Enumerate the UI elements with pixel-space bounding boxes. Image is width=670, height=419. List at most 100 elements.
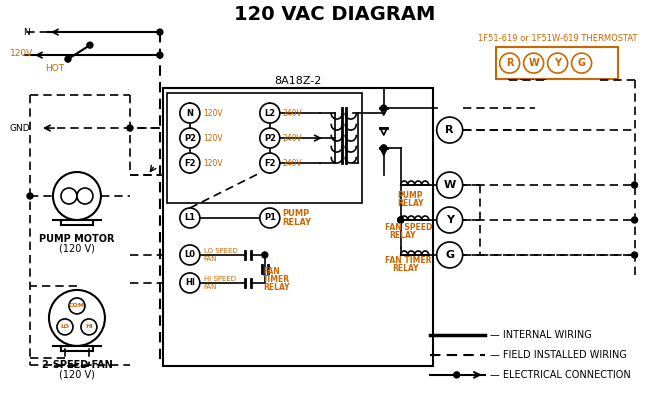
- Text: FAN: FAN: [263, 267, 279, 277]
- Text: PUMP: PUMP: [282, 210, 309, 218]
- Circle shape: [27, 193, 33, 199]
- Text: (120 V): (120 V): [59, 370, 95, 380]
- Circle shape: [381, 105, 387, 111]
- Text: HI: HI: [185, 279, 195, 287]
- Text: 120 VAC DIAGRAM: 120 VAC DIAGRAM: [234, 5, 436, 23]
- Circle shape: [157, 29, 163, 35]
- Text: LO SPEED: LO SPEED: [204, 248, 238, 254]
- Circle shape: [180, 208, 200, 228]
- Circle shape: [437, 207, 463, 233]
- Circle shape: [632, 182, 638, 188]
- Text: 2-SPEED FAN: 2-SPEED FAN: [42, 360, 113, 370]
- Bar: [167, 93, 362, 203]
- Circle shape: [500, 53, 520, 73]
- Text: 240V: 240V: [283, 158, 303, 168]
- Text: RELAY: RELAY: [263, 283, 289, 292]
- Circle shape: [572, 53, 592, 73]
- Text: N: N: [186, 109, 194, 118]
- Circle shape: [180, 153, 200, 173]
- Text: W: W: [444, 180, 456, 190]
- Circle shape: [81, 319, 97, 335]
- Text: LO: LO: [60, 324, 70, 329]
- Text: FAN: FAN: [204, 284, 217, 290]
- Circle shape: [437, 117, 463, 143]
- Text: Y: Y: [554, 58, 561, 68]
- Text: RELAY: RELAY: [398, 199, 424, 207]
- Circle shape: [260, 128, 280, 148]
- Text: L2: L2: [264, 109, 275, 118]
- Circle shape: [49, 290, 105, 346]
- Circle shape: [127, 125, 133, 131]
- Text: FAN SPEED: FAN SPEED: [385, 223, 432, 233]
- Circle shape: [77, 188, 93, 204]
- Text: N: N: [23, 28, 29, 36]
- Circle shape: [454, 372, 460, 378]
- Text: L1: L1: [184, 214, 196, 222]
- Bar: [163, 88, 433, 366]
- Circle shape: [65, 56, 71, 62]
- Text: 120V: 120V: [203, 109, 222, 118]
- Circle shape: [157, 52, 163, 58]
- Text: FAN TIMER: FAN TIMER: [385, 256, 431, 266]
- Circle shape: [437, 242, 463, 268]
- Circle shape: [381, 145, 387, 151]
- Circle shape: [260, 153, 280, 173]
- Circle shape: [180, 103, 200, 123]
- Circle shape: [53, 172, 101, 220]
- Text: 1F51-619 or 1F51W-619 THERMOSTAT: 1F51-619 or 1F51W-619 THERMOSTAT: [478, 34, 637, 43]
- Text: — INTERNAL WIRING: — INTERNAL WIRING: [490, 330, 592, 340]
- Text: 120V: 120V: [203, 158, 222, 168]
- Text: RELAY: RELAY: [393, 264, 419, 274]
- Circle shape: [632, 217, 638, 223]
- Text: (120 V): (120 V): [59, 244, 95, 254]
- Text: COM: COM: [69, 303, 85, 308]
- Circle shape: [180, 245, 200, 265]
- Text: PUMP MOTOR: PUMP MOTOR: [40, 234, 115, 244]
- Circle shape: [547, 53, 567, 73]
- Text: RELAY: RELAY: [282, 218, 311, 228]
- Circle shape: [524, 53, 543, 73]
- Circle shape: [180, 273, 200, 293]
- Circle shape: [87, 42, 93, 48]
- Circle shape: [381, 145, 387, 151]
- Text: G: G: [445, 250, 454, 260]
- Text: R: R: [446, 125, 454, 135]
- Text: L0: L0: [184, 251, 196, 259]
- Text: P2: P2: [184, 134, 196, 142]
- Text: FAN: FAN: [204, 256, 217, 262]
- Text: HOT: HOT: [45, 64, 64, 72]
- Circle shape: [437, 172, 463, 198]
- Circle shape: [632, 252, 638, 258]
- Text: 240V: 240V: [283, 109, 303, 118]
- Text: F2: F2: [184, 158, 196, 168]
- Text: 120V: 120V: [203, 134, 222, 142]
- Text: 240V: 240V: [283, 134, 303, 142]
- Text: R: R: [506, 58, 513, 68]
- Circle shape: [260, 208, 280, 228]
- Text: PUMP: PUMP: [398, 191, 423, 199]
- Text: F2: F2: [264, 158, 275, 168]
- Circle shape: [61, 188, 77, 204]
- Text: 8A18Z-2: 8A18Z-2: [274, 76, 322, 86]
- Text: P2: P2: [264, 134, 276, 142]
- Text: HI SPEED: HI SPEED: [204, 276, 236, 282]
- Text: — FIELD INSTALLED WIRING: — FIELD INSTALLED WIRING: [490, 350, 626, 360]
- Text: W: W: [528, 58, 539, 68]
- Text: G: G: [578, 58, 586, 68]
- Text: Y: Y: [446, 215, 454, 225]
- Bar: [496, 47, 618, 79]
- Circle shape: [262, 252, 268, 258]
- Text: 120V: 120V: [10, 49, 34, 57]
- Text: TIMER: TIMER: [263, 275, 290, 285]
- Text: GND: GND: [10, 124, 31, 132]
- Text: P1: P1: [264, 214, 276, 222]
- Circle shape: [398, 217, 404, 223]
- Circle shape: [180, 128, 200, 148]
- Circle shape: [69, 298, 85, 314]
- Circle shape: [398, 217, 404, 223]
- Text: RELAY: RELAY: [390, 231, 416, 241]
- Text: HI: HI: [85, 324, 92, 329]
- Circle shape: [57, 319, 73, 335]
- Text: — ELECTRICAL CONNECTION: — ELECTRICAL CONNECTION: [490, 370, 630, 380]
- Circle shape: [260, 103, 280, 123]
